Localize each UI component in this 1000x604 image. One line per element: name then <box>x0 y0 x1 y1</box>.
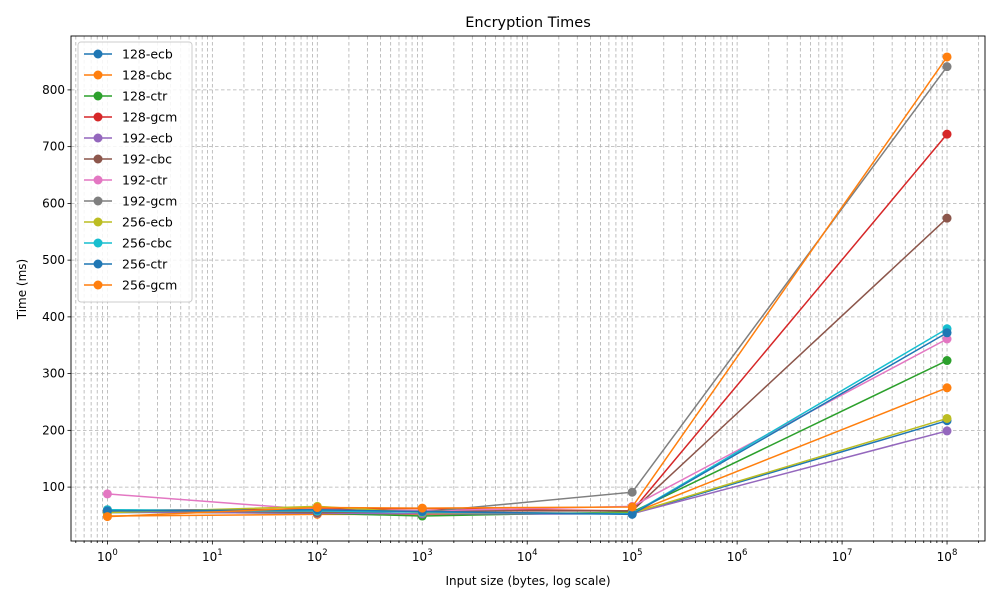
legend-marker <box>93 259 103 269</box>
legend-item: 128-ctr <box>84 89 168 104</box>
legend-label: 192-gcm <box>122 194 177 209</box>
y-tick-label: 200 <box>42 423 65 437</box>
legend-marker <box>93 154 103 164</box>
legend-marker <box>93 133 103 143</box>
legend-item: 128-cbc <box>84 68 172 83</box>
data-point <box>942 334 952 344</box>
legend-label: 128-ctr <box>122 89 168 104</box>
legend-item: 256-cbc <box>84 236 172 251</box>
axes <box>67 35 986 545</box>
data-point <box>942 383 952 393</box>
legend-item: 256-ecb <box>84 215 173 230</box>
data-point <box>417 503 427 513</box>
x-tick-label: 100 <box>97 548 118 564</box>
tick-labels: 100 200 300 400 500 600 700 800 100 101 102 103 104 1… <box>42 83 957 564</box>
y-axis-label: Time (ms) <box>15 259 29 321</box>
grid-lines <box>71 36 985 541</box>
legend-marker <box>93 112 103 122</box>
data-point <box>312 503 322 513</box>
x-tick-label: 102 <box>307 548 328 564</box>
data-point <box>627 502 637 512</box>
series-line <box>107 338 948 512</box>
legend: 128-ecb 128-cbc 128-ctr 128-gcm 192-ecb 192-c… <box>77 41 193 303</box>
legend-label: 256-cbc <box>122 236 172 251</box>
legend-label: 256-gcm <box>122 278 177 293</box>
x-axis-label: Input size (bytes, log scale) <box>445 574 610 588</box>
legend-item: 192-gcm <box>84 194 177 209</box>
x-tick-label: 108 <box>937 548 958 564</box>
legend-marker <box>93 175 103 185</box>
series-line <box>107 56 948 518</box>
data-point <box>942 62 952 72</box>
legend-box <box>77 41 193 303</box>
x-tick-label: 105 <box>622 548 643 564</box>
legend-marker <box>93 91 103 101</box>
data-point <box>942 356 952 366</box>
series-line <box>107 133 948 512</box>
data-point <box>942 328 952 338</box>
legend-marker <box>93 217 103 227</box>
data-point <box>942 426 952 436</box>
y-tick-label: 400 <box>42 310 65 324</box>
data-point <box>102 512 112 522</box>
y-tick-label: 100 <box>42 480 65 494</box>
legend-marker <box>93 196 103 206</box>
x-tick-label: 106 <box>727 548 748 564</box>
data-point <box>942 413 952 423</box>
legend-label: 192-ecb <box>122 131 173 146</box>
legend-item: 192-ctr <box>84 173 168 188</box>
legend-item: 128-ecb <box>84 47 173 62</box>
data-point <box>627 509 637 519</box>
data-point <box>942 129 952 139</box>
legend-marker <box>93 238 103 248</box>
series-256-gcm <box>102 52 952 522</box>
legend-marker <box>93 49 103 59</box>
legend-label: 192-cbc <box>122 152 172 167</box>
legend-label: 128-gcm <box>122 110 177 125</box>
y-tick-label: 300 <box>42 367 65 381</box>
legend-label: 128-cbc <box>122 68 172 83</box>
x-tick-label: 101 <box>202 548 223 564</box>
data-point <box>102 489 112 499</box>
legend-item: 128-gcm <box>84 110 177 125</box>
y-tick-label: 600 <box>42 196 65 210</box>
legend-marker <box>93 280 103 290</box>
legend-label: 128-ecb <box>122 47 173 62</box>
legend-label: 256-ctr <box>122 257 168 272</box>
chart-title: Encryption Times <box>465 15 591 31</box>
legend-item: 192-ecb <box>84 131 173 146</box>
legend-item: 192-cbc <box>84 152 172 167</box>
legend-item: 256-ctr <box>84 257 168 272</box>
data-point <box>627 487 637 497</box>
legend-marker <box>93 70 103 80</box>
legend-label: 192-ctr <box>122 173 168 188</box>
y-tick-label: 700 <box>42 140 65 154</box>
data-point <box>942 52 952 62</box>
plot-series <box>102 52 952 522</box>
x-tick-label: 104 <box>517 548 538 564</box>
legend-item: 256-gcm <box>84 278 177 293</box>
x-tick-label: 107 <box>832 548 853 564</box>
legend-label: 256-ecb <box>122 215 173 230</box>
x-tick-label: 103 <box>412 548 433 564</box>
data-point <box>942 213 952 223</box>
y-tick-label: 500 <box>42 253 65 267</box>
y-tick-label: 800 <box>42 83 65 97</box>
plot-frame <box>70 35 986 542</box>
